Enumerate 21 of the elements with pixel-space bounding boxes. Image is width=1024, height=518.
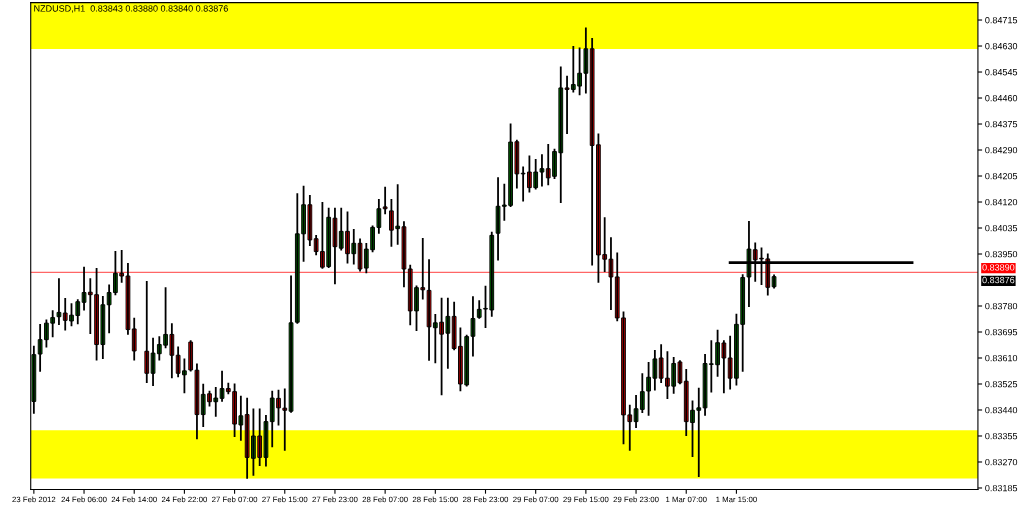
y-tick-label: 0.83355 xyxy=(985,432,1018,440)
y-tick-label: 0.83525 xyxy=(985,380,1018,388)
y-tick-label: 0.84545 xyxy=(985,68,1018,76)
y-tick-label: 0.84715 xyxy=(985,16,1018,24)
y-tick-label: 0.84120 xyxy=(985,198,1018,206)
y-tick-label: 0.84290 xyxy=(985,146,1018,154)
y-tick-label: 0.84375 xyxy=(985,120,1018,128)
y-tick-label: 0.83695 xyxy=(985,328,1018,336)
y-tick-label: 0.83950 xyxy=(985,250,1018,258)
ref-line-label: 0.83890 xyxy=(982,264,1015,271)
y-tick-label: 0.84035 xyxy=(985,224,1018,232)
y-tick-label: 0.83440 xyxy=(985,406,1018,414)
y-tick-label: 0.84630 xyxy=(985,42,1018,50)
y-tick-label: 0.83780 xyxy=(985,302,1018,310)
chart-title: NZDUSD,H1 0.83843 0.83880 0.83840 0.83876 xyxy=(34,5,228,13)
y-tick-label: 0.83185 xyxy=(985,484,1018,492)
y-tick-label: 0.84205 xyxy=(985,172,1018,180)
y-tick-label: 0.84460 xyxy=(985,94,1018,102)
text: 0.83876 xyxy=(982,276,1015,284)
y-tick-label: 0.83270 xyxy=(985,458,1018,466)
y-tick-label: 0.83610 xyxy=(985,354,1018,362)
